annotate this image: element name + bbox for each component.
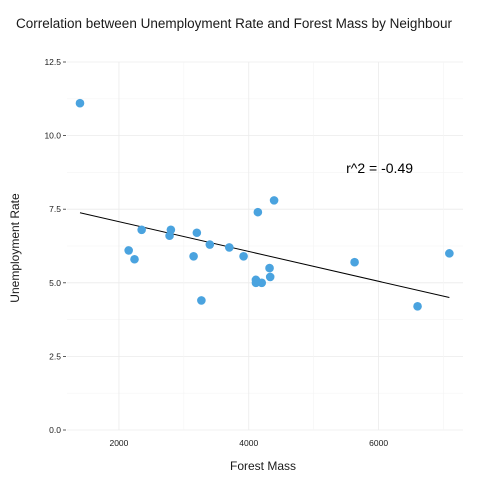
data-point [413, 302, 422, 311]
x-tick-label: 2000 [109, 438, 128, 448]
y-axis-ticks: 0.0 2.5 5.0 7.5 10.0 12.5 [44, 57, 66, 435]
x-axis-label: Forest Mass [230, 459, 296, 473]
data-point [224, 243, 234, 252]
data-point [445, 249, 454, 258]
points-layer [75, 98, 454, 311]
data-point [137, 225, 146, 235]
y-tick-label: 5.0 [49, 278, 61, 288]
y-axis-label: Unemployment Rate [8, 193, 22, 303]
data-point [197, 296, 206, 305]
data-point [265, 263, 274, 273]
data-point [130, 254, 139, 264]
x-tick-label: 6000 [369, 438, 388, 448]
data-point [124, 246, 133, 255]
data-point [350, 257, 359, 267]
data-point [75, 98, 85, 108]
r-squared-annotation: r^2 = -0.49 [346, 160, 413, 176]
y-tick-label: 0.0 [49, 425, 61, 435]
data-point [192, 228, 202, 238]
data-point [265, 272, 275, 282]
data-point [253, 207, 263, 217]
data-point [166, 225, 176, 235]
chart-title: Correlation between Unemployment Rate an… [16, 16, 452, 31]
x-tick-label: 4000 [239, 438, 258, 448]
y-tick-label: 10.0 [44, 131, 61, 141]
data-point [257, 278, 267, 288]
x-axis-ticks: 2000 4000 6000 [109, 438, 388, 448]
y-tick-label: 7.5 [49, 204, 61, 214]
data-point [269, 196, 279, 205]
grid [67, 61, 463, 431]
data-point [239, 252, 248, 261]
data-point [205, 240, 215, 249]
data-point [189, 252, 198, 261]
y-tick-label: 2.5 [49, 351, 61, 361]
y-tick-label: 12.5 [44, 57, 61, 67]
